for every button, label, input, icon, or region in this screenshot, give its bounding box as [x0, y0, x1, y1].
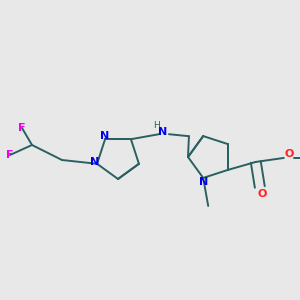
Text: O: O — [284, 149, 293, 159]
Text: O: O — [257, 189, 266, 199]
Text: F: F — [18, 123, 26, 133]
Text: F: F — [6, 150, 14, 160]
Text: N: N — [158, 127, 168, 137]
Text: N: N — [199, 177, 208, 187]
Text: H: H — [154, 121, 160, 130]
Text: N: N — [91, 157, 100, 167]
Text: N: N — [100, 131, 110, 141]
